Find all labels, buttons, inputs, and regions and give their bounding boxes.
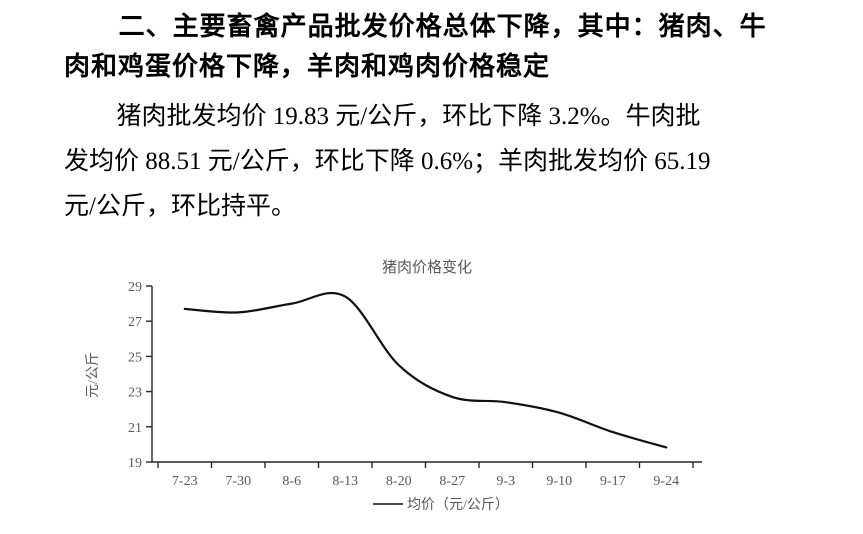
chart-canvas: 29 27 25 23 21 19 7-23 7-30 8-6 8-13 8-20 8-27 9-3 9-… [85, 280, 702, 513]
y-axis-title: 元/公斤 [85, 352, 101, 398]
body-paragraph: 猪肉批发均价 19.83 元/公斤，环比下降 3.2%。牛肉批 发均价 88.5… [64, 103, 711, 220]
x-tick-label: 9-17 [600, 474, 626, 489]
x-tick-label: 7-23 [172, 474, 198, 489]
y-tick-label: 19 [128, 456, 142, 471]
y-tick-label: 25 [128, 350, 142, 365]
document-text: 二、主要畜禽产品批发价格总体下降，其中：猪肉、牛 肉和鸡蛋价格下降，羊肉和鸡肉价… [0, 0, 863, 229]
x-tick-label: 7-30 [225, 474, 251, 489]
legend-label: 均价（元/公斤） [407, 497, 509, 513]
x-tick-label: 8-6 [282, 474, 301, 489]
axes [146, 285, 702, 468]
section-heading: 二、主要畜禽产品批发价格总体下降，其中：猪肉、牛 肉和鸡蛋价格下降，羊肉和鸡肉价… [64, 11, 767, 81]
x-tick-label: 8-13 [332, 474, 358, 489]
price-line [183, 291, 668, 449]
chart-title: 猪肉价格变化 [381, 260, 472, 276]
y-tick-label: 27 [128, 315, 142, 330]
y-tick-label: 29 [128, 280, 142, 295]
y-tick-label: 23 [128, 386, 142, 401]
y-tick-label: 21 [128, 421, 142, 436]
x-tick-label: 8-27 [439, 474, 465, 489]
x-tick-label: 9-24 [653, 474, 679, 489]
pork-price-chart: 猪肉价格变化 29 27 25 23 21 19 7-23 7-30 8-6 8-13 8-20 8-… [85, 245, 735, 530]
legend: 均价（元/公斤） [373, 497, 509, 513]
x-tick-label: 9-3 [496, 474, 515, 489]
x-tick-label: 9-10 [546, 474, 572, 489]
x-tick-label: 8-20 [386, 474, 412, 489]
axis-labels: 29 27 25 23 21 19 7-23 7-30 8-6 8-13 8-20 8-27 9-3 9-… [128, 280, 679, 489]
